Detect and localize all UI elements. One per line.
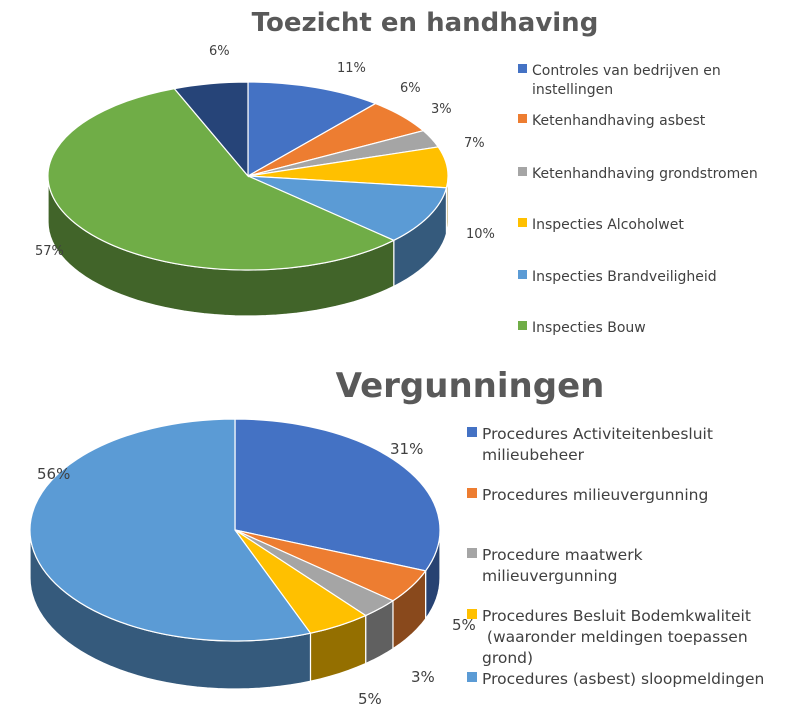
legend-entry: Procedures (asbest) sloopmeldingen xyxy=(482,670,764,688)
legend-swatch xyxy=(518,114,527,123)
legend-entry: Inspecties Brandveiligheid xyxy=(532,269,717,285)
data-label: 31% xyxy=(390,440,423,458)
data-label: 57% xyxy=(35,244,64,259)
legend-swatch xyxy=(518,64,527,73)
legend: Procedures Activiteitenbesluit milieubehe… xyxy=(467,425,764,688)
legend-entry: Procedure maatwerk milieuvergunning xyxy=(482,546,643,585)
pie-chart-toezicht: 11% 6% 3% 7% 10% 57% 6% Controles van bedrijven… xyxy=(35,44,758,336)
legend-swatch xyxy=(518,321,527,330)
data-label: 10% xyxy=(466,227,495,242)
legend-swatch xyxy=(518,270,527,279)
legend-entry: Procedures milieuvergunning xyxy=(482,486,708,504)
data-label: 6% xyxy=(209,44,230,59)
pie-slice-unlabeled xyxy=(173,81,249,178)
pie-slice-inspecties-brandveiligheid xyxy=(247,175,448,242)
legend-swatch xyxy=(467,672,477,682)
legend-entry: Ketenhandhaving asbest xyxy=(532,113,706,129)
data-label: 6% xyxy=(400,81,421,96)
legend-entry: Inspecties Bouw xyxy=(532,320,646,336)
legend-swatch xyxy=(467,427,477,437)
chart-title-toezicht: Toezicht en handhaving xyxy=(252,8,599,38)
pie-slice-inspecties-bouw xyxy=(47,87,396,271)
legend-entry: Controles van bedrijven en instellingen xyxy=(532,63,721,98)
legend-entry: Procedures Besluit Bodemkwaliteit (waaro… xyxy=(482,607,751,667)
pie-slice-procedures-asbest-sloopmeldingen xyxy=(29,418,312,642)
legend-swatch xyxy=(518,167,527,176)
data-label: 3% xyxy=(431,102,452,117)
pie-slice-controles-van-bedrijven-en-instellingen xyxy=(247,81,377,178)
legend-swatch xyxy=(467,548,477,558)
data-label: 7% xyxy=(464,136,485,151)
data-label: 5% xyxy=(358,690,382,708)
legend-swatch xyxy=(467,609,477,619)
legend-swatch xyxy=(518,218,527,227)
legend-entry: Inspecties Alcoholwet xyxy=(532,217,684,233)
pie-slice-procedures-activiteitenbesluit-milieubeheer xyxy=(234,418,441,572)
legend-entry: Ketenhandhaving grondstromen xyxy=(532,166,758,182)
data-label: 11% xyxy=(337,61,366,76)
data-label: 56% xyxy=(37,465,70,483)
legend: Controles van bedrijven en instellingen Ke… xyxy=(518,63,758,336)
chart-title-vergunningen: Vergunningen xyxy=(336,366,605,406)
legend-entry: Procedures Activiteitenbesluit milieubehe… xyxy=(482,425,713,464)
data-label: 3% xyxy=(411,668,435,686)
legend-swatch xyxy=(467,488,477,498)
pie-chart-vergunningen: 31% 5% 3% 5% 56% Procedures Activiteitenbeslu… xyxy=(29,418,764,708)
data-label: 5% xyxy=(452,616,476,634)
